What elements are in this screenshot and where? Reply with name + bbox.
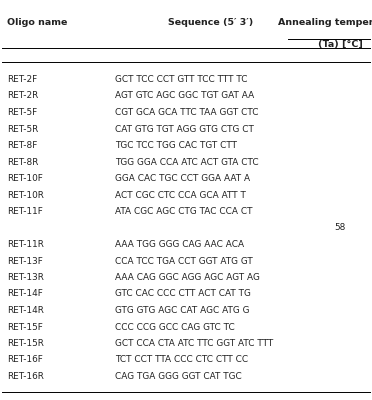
Text: CCA TCC TGA CCT GGT ATG GT: CCA TCC TGA CCT GGT ATG GT (115, 256, 253, 266)
Text: RET-5F: RET-5F (7, 108, 38, 117)
Text: RET-10F: RET-10F (7, 174, 43, 183)
Text: Annealing temperature: Annealing temperature (278, 18, 372, 27)
Text: RET-11F: RET-11F (7, 207, 43, 216)
Text: RET-10R: RET-10R (7, 190, 44, 200)
Text: CAT GTG TGT AGG GTG CTG CT: CAT GTG TGT AGG GTG CTG CT (115, 124, 254, 134)
Text: AAA CAG GGC AGG AGC AGT AG: AAA CAG GGC AGG AGC AGT AG (115, 273, 260, 282)
Text: GGA CAC TGC CCT GGA AAT A: GGA CAC TGC CCT GGA AAT A (115, 174, 250, 183)
Text: RET-16R: RET-16R (7, 372, 44, 381)
Text: Sequence (5′ 3′): Sequence (5′ 3′) (167, 18, 253, 27)
Text: ACT CGC CTC CCA GCA ATT T: ACT CGC CTC CCA GCA ATT T (115, 190, 246, 200)
Text: TGC TCC TGG CAC TGT CTT: TGC TCC TGG CAC TGT CTT (115, 141, 237, 150)
Text: CGT GCA GCA TTC TAA GGT CTC: CGT GCA GCA TTC TAA GGT CTC (115, 108, 259, 117)
Text: RET-11R: RET-11R (7, 240, 44, 249)
Text: GTG GTG AGC CAT AGC ATG G: GTG GTG AGC CAT AGC ATG G (115, 306, 250, 315)
Text: RET-15F: RET-15F (7, 322, 43, 332)
Text: AAA TGG GGG CAG AAC ACA: AAA TGG GGG CAG AAC ACA (115, 240, 244, 249)
Text: RET-5R: RET-5R (7, 124, 39, 134)
Text: RET-8F: RET-8F (7, 141, 38, 150)
Text: CAG TGA GGG GGT CAT TGC: CAG TGA GGG GGT CAT TGC (115, 372, 242, 381)
Text: TGG GGA CCA ATC ACT GTA CTC: TGG GGA CCA ATC ACT GTA CTC (115, 158, 259, 166)
Text: RET-2F: RET-2F (7, 75, 38, 84)
Text: ATA CGC AGC CTG TAC CCA CT: ATA CGC AGC CTG TAC CCA CT (115, 207, 253, 216)
Text: RET-13R: RET-13R (7, 273, 44, 282)
Text: GTC CAC CCC CTT ACT CAT TG: GTC CAC CCC CTT ACT CAT TG (115, 290, 251, 298)
Text: TCT CCT TTA CCC CTC CTT CC: TCT CCT TTA CCC CTC CTT CC (115, 356, 248, 364)
Text: CCC CCG GCC CAG GTC TC: CCC CCG GCC CAG GTC TC (115, 322, 235, 332)
Text: RET-2R: RET-2R (7, 92, 39, 100)
Text: RET-13F: RET-13F (7, 256, 43, 266)
Text: RET-14F: RET-14F (7, 290, 43, 298)
Text: RET-8R: RET-8R (7, 158, 39, 166)
Text: 58: 58 (335, 224, 346, 232)
Text: RET-15R: RET-15R (7, 339, 44, 348)
Text: Oligo name: Oligo name (7, 18, 68, 27)
Text: (Ta) [°C]: (Ta) [°C] (318, 40, 363, 49)
Text: GCT TCC CCT GTT TCC TTT TC: GCT TCC CCT GTT TCC TTT TC (115, 75, 248, 84)
Text: AGT GTC AGC GGC TGT GAT AA: AGT GTC AGC GGC TGT GAT AA (115, 92, 254, 100)
Text: RET-14R: RET-14R (7, 306, 44, 315)
Text: RET-16F: RET-16F (7, 356, 43, 364)
Text: GCT CCA CTA ATC TTC GGT ATC TTT: GCT CCA CTA ATC TTC GGT ATC TTT (115, 339, 273, 348)
